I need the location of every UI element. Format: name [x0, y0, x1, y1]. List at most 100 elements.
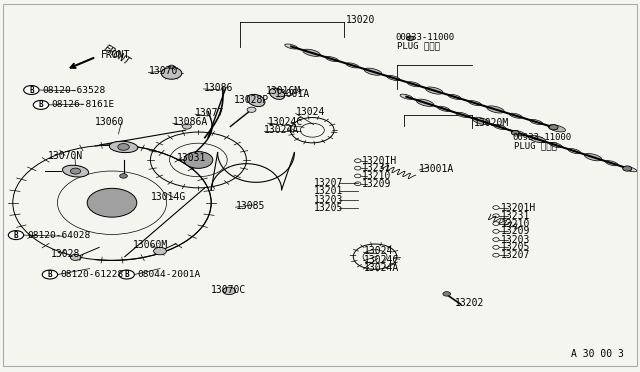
Circle shape: [623, 166, 632, 171]
Ellipse shape: [605, 161, 618, 166]
Ellipse shape: [472, 117, 490, 125]
Circle shape: [161, 67, 182, 79]
Text: 13024A: 13024A: [364, 263, 399, 273]
Text: 13020: 13020: [346, 16, 375, 25]
Text: 13070: 13070: [148, 67, 178, 76]
Ellipse shape: [285, 44, 298, 49]
Text: B: B: [13, 231, 19, 240]
Circle shape: [118, 144, 129, 150]
Ellipse shape: [548, 125, 566, 132]
Ellipse shape: [303, 49, 321, 57]
Text: PLUG プラグ: PLUG プラグ: [397, 41, 440, 50]
Text: 00933-11000: 00933-11000: [396, 33, 454, 42]
Text: 13060: 13060: [95, 117, 124, 127]
Ellipse shape: [529, 135, 546, 143]
Ellipse shape: [568, 148, 580, 154]
Text: 13201H: 13201H: [500, 203, 536, 212]
Ellipse shape: [584, 154, 602, 161]
Ellipse shape: [387, 76, 400, 80]
Text: 13209: 13209: [362, 179, 391, 189]
Circle shape: [168, 65, 175, 69]
Ellipse shape: [269, 88, 285, 99]
Circle shape: [70, 254, 81, 260]
Ellipse shape: [468, 101, 481, 106]
Text: 13205: 13205: [314, 203, 343, 213]
Text: FRONT: FRONT: [101, 51, 131, 60]
Text: 13070C: 13070C: [211, 285, 246, 295]
Circle shape: [87, 188, 137, 217]
Text: 13014G: 13014G: [150, 192, 186, 202]
Text: PLUG プラグ: PLUG プラグ: [514, 141, 557, 150]
Text: 08044-2001A: 08044-2001A: [138, 270, 201, 279]
Circle shape: [42, 270, 58, 279]
Text: 13024A: 13024A: [264, 125, 299, 135]
Circle shape: [443, 292, 451, 296]
Text: 13202: 13202: [454, 298, 484, 308]
Text: 13203: 13203: [500, 235, 530, 244]
Ellipse shape: [326, 57, 339, 62]
Ellipse shape: [624, 167, 637, 172]
Text: 13207: 13207: [314, 178, 343, 188]
Ellipse shape: [456, 112, 468, 118]
Circle shape: [70, 168, 81, 174]
Text: 13028: 13028: [51, 249, 81, 259]
Text: 13001A: 13001A: [419, 164, 454, 174]
Text: B: B: [47, 270, 52, 279]
Text: 08120-64028: 08120-64028: [27, 231, 90, 240]
Text: 13024: 13024: [296, 108, 325, 117]
Ellipse shape: [487, 106, 504, 113]
Circle shape: [223, 287, 236, 295]
Text: 13077: 13077: [195, 109, 225, 118]
Ellipse shape: [346, 63, 359, 68]
Ellipse shape: [63, 165, 88, 177]
Text: 13210: 13210: [500, 219, 530, 228]
Text: 13024C: 13024C: [268, 117, 303, 127]
Text: B: B: [29, 86, 34, 94]
Ellipse shape: [400, 94, 413, 99]
Text: A 30 00 3: A 30 00 3: [571, 349, 624, 359]
Text: 13020M: 13020M: [474, 118, 509, 128]
Text: B: B: [124, 270, 129, 279]
Ellipse shape: [549, 142, 562, 148]
Ellipse shape: [109, 141, 138, 153]
Circle shape: [154, 247, 166, 255]
Text: 13070N: 13070N: [48, 151, 83, 161]
Ellipse shape: [364, 68, 381, 75]
Ellipse shape: [417, 99, 434, 106]
Text: 13231: 13231: [362, 163, 391, 173]
Text: 13085: 13085: [236, 202, 265, 211]
Text: 13024C: 13024C: [364, 255, 399, 264]
Text: 13231: 13231: [500, 211, 530, 221]
Text: FRONT: FRONT: [101, 44, 131, 67]
Text: 13210: 13210: [362, 171, 391, 181]
Text: 08120-61228: 08120-61228: [61, 270, 124, 279]
Ellipse shape: [437, 106, 450, 111]
Ellipse shape: [448, 94, 461, 99]
Circle shape: [184, 152, 212, 168]
Ellipse shape: [247, 94, 265, 106]
Circle shape: [33, 100, 49, 109]
Circle shape: [24, 86, 39, 94]
Text: 13205: 13205: [500, 243, 530, 252]
Circle shape: [247, 107, 256, 112]
Circle shape: [549, 125, 558, 130]
Text: 08126-8161E: 08126-8161E: [52, 100, 115, 109]
Text: 08120-63528: 08120-63528: [42, 86, 106, 94]
Ellipse shape: [512, 131, 525, 135]
Ellipse shape: [408, 82, 420, 87]
Text: 13209: 13209: [500, 227, 530, 236]
Text: 1320IH: 1320IH: [362, 156, 397, 166]
Text: 13001A: 13001A: [275, 89, 310, 99]
Circle shape: [119, 270, 134, 279]
Text: 00933-11000: 00933-11000: [512, 133, 571, 142]
Ellipse shape: [493, 124, 506, 129]
Circle shape: [120, 174, 127, 178]
Text: B: B: [38, 100, 44, 109]
Text: 13086A: 13086A: [173, 117, 208, 127]
Text: 13016M: 13016M: [266, 86, 301, 96]
Text: 13031: 13031: [177, 153, 206, 163]
Text: 13024: 13024: [364, 246, 393, 256]
Circle shape: [8, 231, 24, 240]
Circle shape: [182, 124, 191, 129]
Circle shape: [406, 36, 414, 41]
